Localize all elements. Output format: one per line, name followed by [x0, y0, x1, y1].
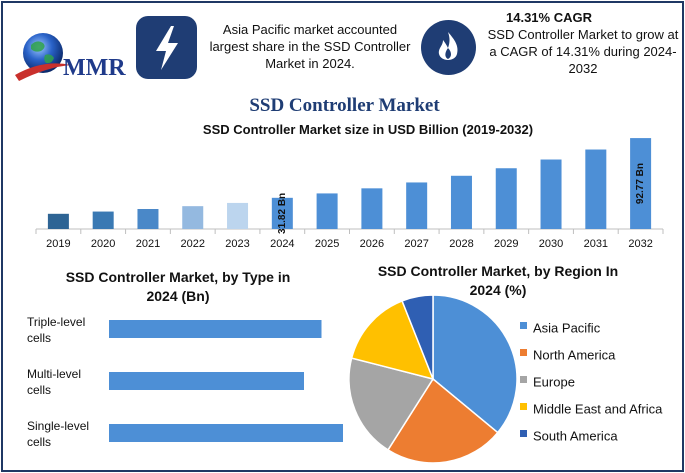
flame-icon — [438, 32, 458, 60]
bar-2032 — [630, 138, 652, 229]
legend-swatch — [520, 349, 527, 356]
bar-2028 — [450, 175, 472, 229]
x-tick-label: 2029 — [494, 238, 518, 250]
lightning-tile — [136, 16, 197, 79]
x-tick-label: 2021 — [136, 238, 160, 250]
legend-label: Europe — [533, 374, 575, 389]
bar-2020 — [92, 211, 114, 229]
legend-swatch — [520, 322, 527, 329]
x-tick-label: 2023 — [225, 238, 249, 250]
x-tick-label: 2026 — [360, 238, 384, 250]
category-label: Single-level — [27, 419, 89, 433]
bar-2031 — [585, 149, 607, 229]
legend-swatch — [520, 430, 527, 437]
bar-2019 — [47, 213, 69, 229]
legend-label: South America — [533, 428, 618, 443]
x-tick-label: 2024 — [270, 238, 294, 250]
type-chart-title: SSD Controller Market, by Type in 2024 (… — [65, 269, 291, 304]
x-tick-label: 2020 — [91, 238, 115, 250]
legend-swatch — [520, 403, 527, 410]
region-chart: Asia Pacific North America Europe Middle Ea… — [348, 294, 663, 464]
type-chart: Triple-level cells Multi-level cells Single-… — [27, 315, 343, 449]
x-tick-label: 2022 — [181, 238, 205, 250]
bar-2030 — [540, 159, 562, 229]
bar-2027 — [406, 182, 428, 229]
category-label: cells — [27, 435, 51, 449]
x-tick-label: 2027 — [404, 238, 428, 250]
x-tick-label: 2030 — [539, 238, 563, 250]
globe-icon — [15, 33, 71, 81]
x-tick-label: 2031 — [584, 238, 608, 250]
x-tick-label: 2032 — [628, 238, 652, 250]
bar-2024 — [271, 197, 293, 229]
pie-slice-asia-pacific — [432, 294, 518, 434]
data-label: 92.77 Bn — [635, 163, 646, 204]
cagr-note: SSD Controller Market to grow at a CAGR … — [487, 27, 679, 76]
lightning-icon — [156, 26, 178, 70]
category-label: cells — [27, 331, 51, 345]
bar-triple-level-cells — [109, 320, 322, 338]
legend-label: Middle East and Africa — [533, 401, 663, 416]
mmr-logo: MMR — [13, 27, 128, 87]
bar-single-level-cells — [109, 424, 343, 442]
x-tick-label: 2028 — [449, 238, 473, 250]
pie-slice-south-america — [401, 294, 434, 380]
page-title: SSD Controller Market — [249, 95, 440, 116]
pie-slice-middle-east-and-africa — [350, 299, 435, 381]
legend-label: Asia Pacific — [533, 320, 601, 335]
pie-slice-europe — [348, 357, 435, 451]
cagr-heading: 14.31% CAGR — [506, 10, 592, 25]
bar-2029 — [495, 168, 517, 229]
data-label: 31.82 Bn — [277, 193, 288, 234]
pie-slice-north-america — [386, 377, 499, 464]
asia-pacific-note: Asia Pacific market accounted largest sh… — [209, 22, 411, 71]
logo-text: MMR — [63, 55, 126, 81]
category-label: cells — [27, 383, 51, 397]
legend-label: North America — [533, 347, 616, 362]
market-size-chart-title: SSD Controller Market size in USD Billio… — [202, 122, 534, 137]
bar-2022 — [182, 206, 204, 229]
legend-swatch — [520, 376, 527, 383]
region-chart-title: SSD Controller Market, by Region In 2024… — [377, 263, 619, 298]
market-size-chart: 2019 2020 2021 2022 2023 2024 2025 2026 2027 2028… — [35, 138, 664, 250]
category-label: Multi-level — [27, 367, 81, 381]
bar-2023 — [227, 202, 249, 229]
flame-badge — [421, 20, 476, 75]
category-label: Triple-level — [27, 315, 85, 329]
bar-2021 — [137, 209, 159, 229]
bar-multi-level-cells — [109, 372, 304, 390]
bar-2025 — [316, 193, 338, 229]
bar-2026 — [361, 188, 383, 229]
x-tick-label: 2025 — [315, 238, 339, 250]
x-tick-label: 2019 — [46, 238, 70, 250]
